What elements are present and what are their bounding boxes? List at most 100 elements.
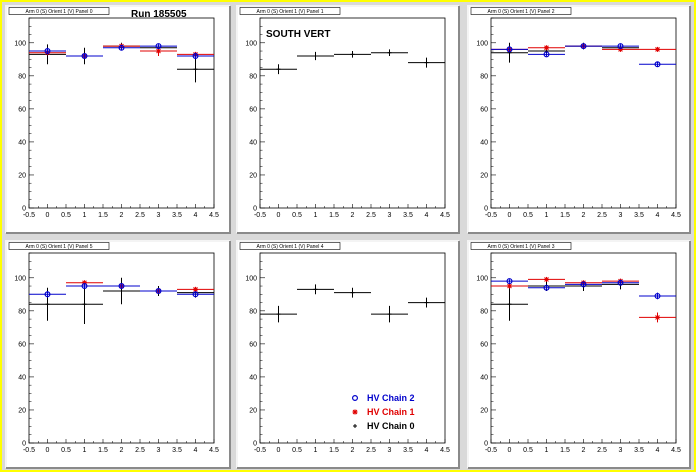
pad-4-xtick-label-0: -0.5 [254, 447, 266, 454]
pad-5-xtick-label-6: 2.5 [597, 447, 607, 454]
pad-0-xtick-label-3: 1 [83, 212, 87, 219]
pad-0-xtick-label-8: 3.5 [172, 212, 182, 219]
pad-0-xtick-label-9: 4 [194, 212, 198, 219]
pad-1-bevel-light [236, 5, 459, 233]
pad-4-xtick-label-3: 1 [314, 447, 318, 454]
pad-2-hv2-marker-0 [506, 46, 513, 53]
pad-4-hv0-point-1 [297, 284, 334, 295]
pad-2-hv1-marker-1-d2 [544, 45, 549, 51]
pad-2-bevel-light [467, 5, 690, 233]
pad-0-hv2-marker-2 [118, 44, 125, 51]
pad-3-ytick-label-4: 80 [18, 308, 26, 315]
pad-5-hv2-point-0 [491, 278, 528, 285]
pad-1-hv0-point-0 [260, 64, 297, 75]
pad-0-hv1-marker-3-d2 [156, 48, 161, 54]
pad-3-xtick-label-5: 2 [120, 447, 124, 454]
pad-0-hv1-marker-3 [156, 48, 161, 54]
pad-4-bevel-dark [237, 241, 460, 469]
pad-2-ytick-label-2: 40 [480, 139, 488, 146]
pad-4-bevel-light [236, 240, 459, 468]
legend-label-hv0: HV Chain 0 [367, 421, 415, 431]
pad-3-xtick-label-7: 3 [157, 447, 161, 454]
pad-5-hv1-marker-0-d2 [507, 283, 512, 289]
pad-3-ytick-label-5: 100 [14, 275, 26, 282]
pad-4-ytick-label-3: 60 [249, 341, 257, 348]
pad-5-xtick-label-4: 1.5 [560, 447, 570, 454]
pad-1-hv0-point-1 [297, 51, 334, 61]
pad-5-title-frame [470, 242, 572, 250]
legend: HV Chain 2 HV Chain 1 HV Chain 0 [351, 393, 415, 431]
pad-3-xtick-label-8: 3.5 [172, 447, 182, 454]
pad-0-xtick-label-6: 2.5 [135, 212, 145, 219]
pad-0-xtick-label-4: 1.5 [98, 212, 108, 219]
pad-3-hv2-marker-4 [192, 291, 199, 298]
pad-2-hv2-point-0 [491, 46, 528, 53]
pad-1-xtick-label-7: 3 [388, 212, 392, 219]
pad-0-xtick-label-10: 4.5 [209, 212, 219, 219]
pad-1-xtick-label-9: 4 [425, 212, 429, 219]
pad-4-ytick-label-4: 80 [249, 308, 257, 315]
legend-entry-hv0: HV Chain 0 [353, 421, 415, 431]
pad-2-xtick-label-8: 3.5 [634, 212, 644, 219]
pad-2-ytick-label-3: 60 [480, 106, 488, 113]
pad-5-hv1-marker-1-d2 [544, 277, 549, 282]
pad-2-hv1-marker-4 [655, 46, 660, 52]
pad-2-hv2-marker-1 [543, 51, 550, 58]
pad-5-xtick-label-5: 2 [582, 447, 586, 454]
pad-2-title-box: Arm 0 (S) Orient 1 (V) Panel 2 [470, 7, 572, 15]
legend-entry-hv2: HV Chain 2 [351, 393, 415, 403]
pad-2-hv2-point-2 [565, 43, 602, 50]
pad-4-xtick-label-2: 0.5 [292, 447, 302, 454]
pad-3-hv1-marker-3 [193, 286, 198, 292]
pad-4-hv0-marker-0 [276, 312, 281, 317]
pad-2-xtick-label-5: 2 [582, 212, 586, 219]
pad-1-ytick-label-2: 40 [249, 139, 257, 146]
pad-3-hv2-marker-2 [118, 283, 125, 290]
pad-4-background [237, 241, 459, 468]
pad-2-hv2-marker-2 [580, 43, 587, 50]
pad-3-xtick-label-4: 1.5 [98, 447, 108, 454]
pad-0-title-box: Arm 0 (S) Orient 1 (V) Panel 0 [8, 7, 110, 15]
pad-4: Arm 0 (S) Orient 1 (V) Panel 4-0.5 0 0.5 1 1… [236, 240, 460, 469]
pad-3-hv2-marker-0 [44, 291, 51, 298]
pad-0-ytick-label-2: 40 [18, 139, 26, 146]
pad-2-hv2-marker-4 [654, 61, 661, 68]
pad-1-xtick-label-2: 0.5 [292, 212, 302, 219]
pad-5-hv2-marker-3 [617, 279, 624, 286]
pad-2-hv2-point-3 [602, 43, 639, 50]
pad-3: Arm 0 (S) Orient 1 (V) Panel 5-0.5 0 0.5 1 1… [5, 240, 231, 469]
pad-3-hv2-marker-3 [155, 287, 162, 294]
legend-marker-hv0 [353, 424, 357, 428]
pad-5-hv2-point-1 [528, 284, 565, 291]
legend-label-hv1: HV Chain 1 [367, 407, 415, 417]
pad-1-hv0-point-4 [408, 57, 445, 68]
pad-4-xtick-label-8: 3.5 [403, 447, 413, 454]
pad-1: Arm 0 (S) Orient 1 (V) Panel 1-0.5 0 0.5 1 1… [236, 5, 460, 234]
pad-2-hv1-point-3 [602, 46, 639, 52]
pad-1-xtick-label-4: 1.5 [329, 212, 339, 219]
pad-0-ytick-label-0: 0 [22, 206, 26, 213]
pad-5-xtick-label-10: 4.5 [671, 447, 681, 454]
pad-4-hv0-marker-3 [387, 312, 392, 317]
pad-3-title: Arm 0 (S) Orient 1 (V) Panel 5 [26, 244, 93, 250]
pad-0-title-frame [8, 7, 110, 15]
pad-0-bevel-dark [6, 6, 231, 234]
pad-5-hv2-point-3 [602, 279, 639, 286]
pad-0-bevel-light [5, 5, 230, 233]
pad-0-hv2-point-0 [29, 47, 66, 55]
pad-5-hv2-marker-4 [654, 292, 661, 299]
pad-3-hv2-point-1 [66, 283, 103, 290]
pad-2-hv1-marker-4-d2 [655, 47, 660, 52]
pad-2-ytick-label-0: 0 [484, 206, 488, 213]
pad-3-bevel-dark [6, 241, 231, 469]
pad-3-title-box: Arm 0 (S) Orient 1 (V) Panel 5 [8, 242, 110, 250]
pad-2-bevel-dark [468, 6, 691, 234]
pad-4-xtick-label-1: 0 [277, 447, 281, 454]
pad-2-xtick-label-4: 1.5 [560, 212, 570, 219]
pad-3-hv0-point-2 [103, 277, 140, 305]
pad-1-ytick-label-3: 60 [249, 106, 257, 113]
pad-3-background [6, 241, 230, 468]
pad-0-hv0-marker-4 [193, 67, 198, 72]
pad-3-hv1-point-3 [177, 286, 214, 292]
pad-5-background [468, 241, 690, 468]
